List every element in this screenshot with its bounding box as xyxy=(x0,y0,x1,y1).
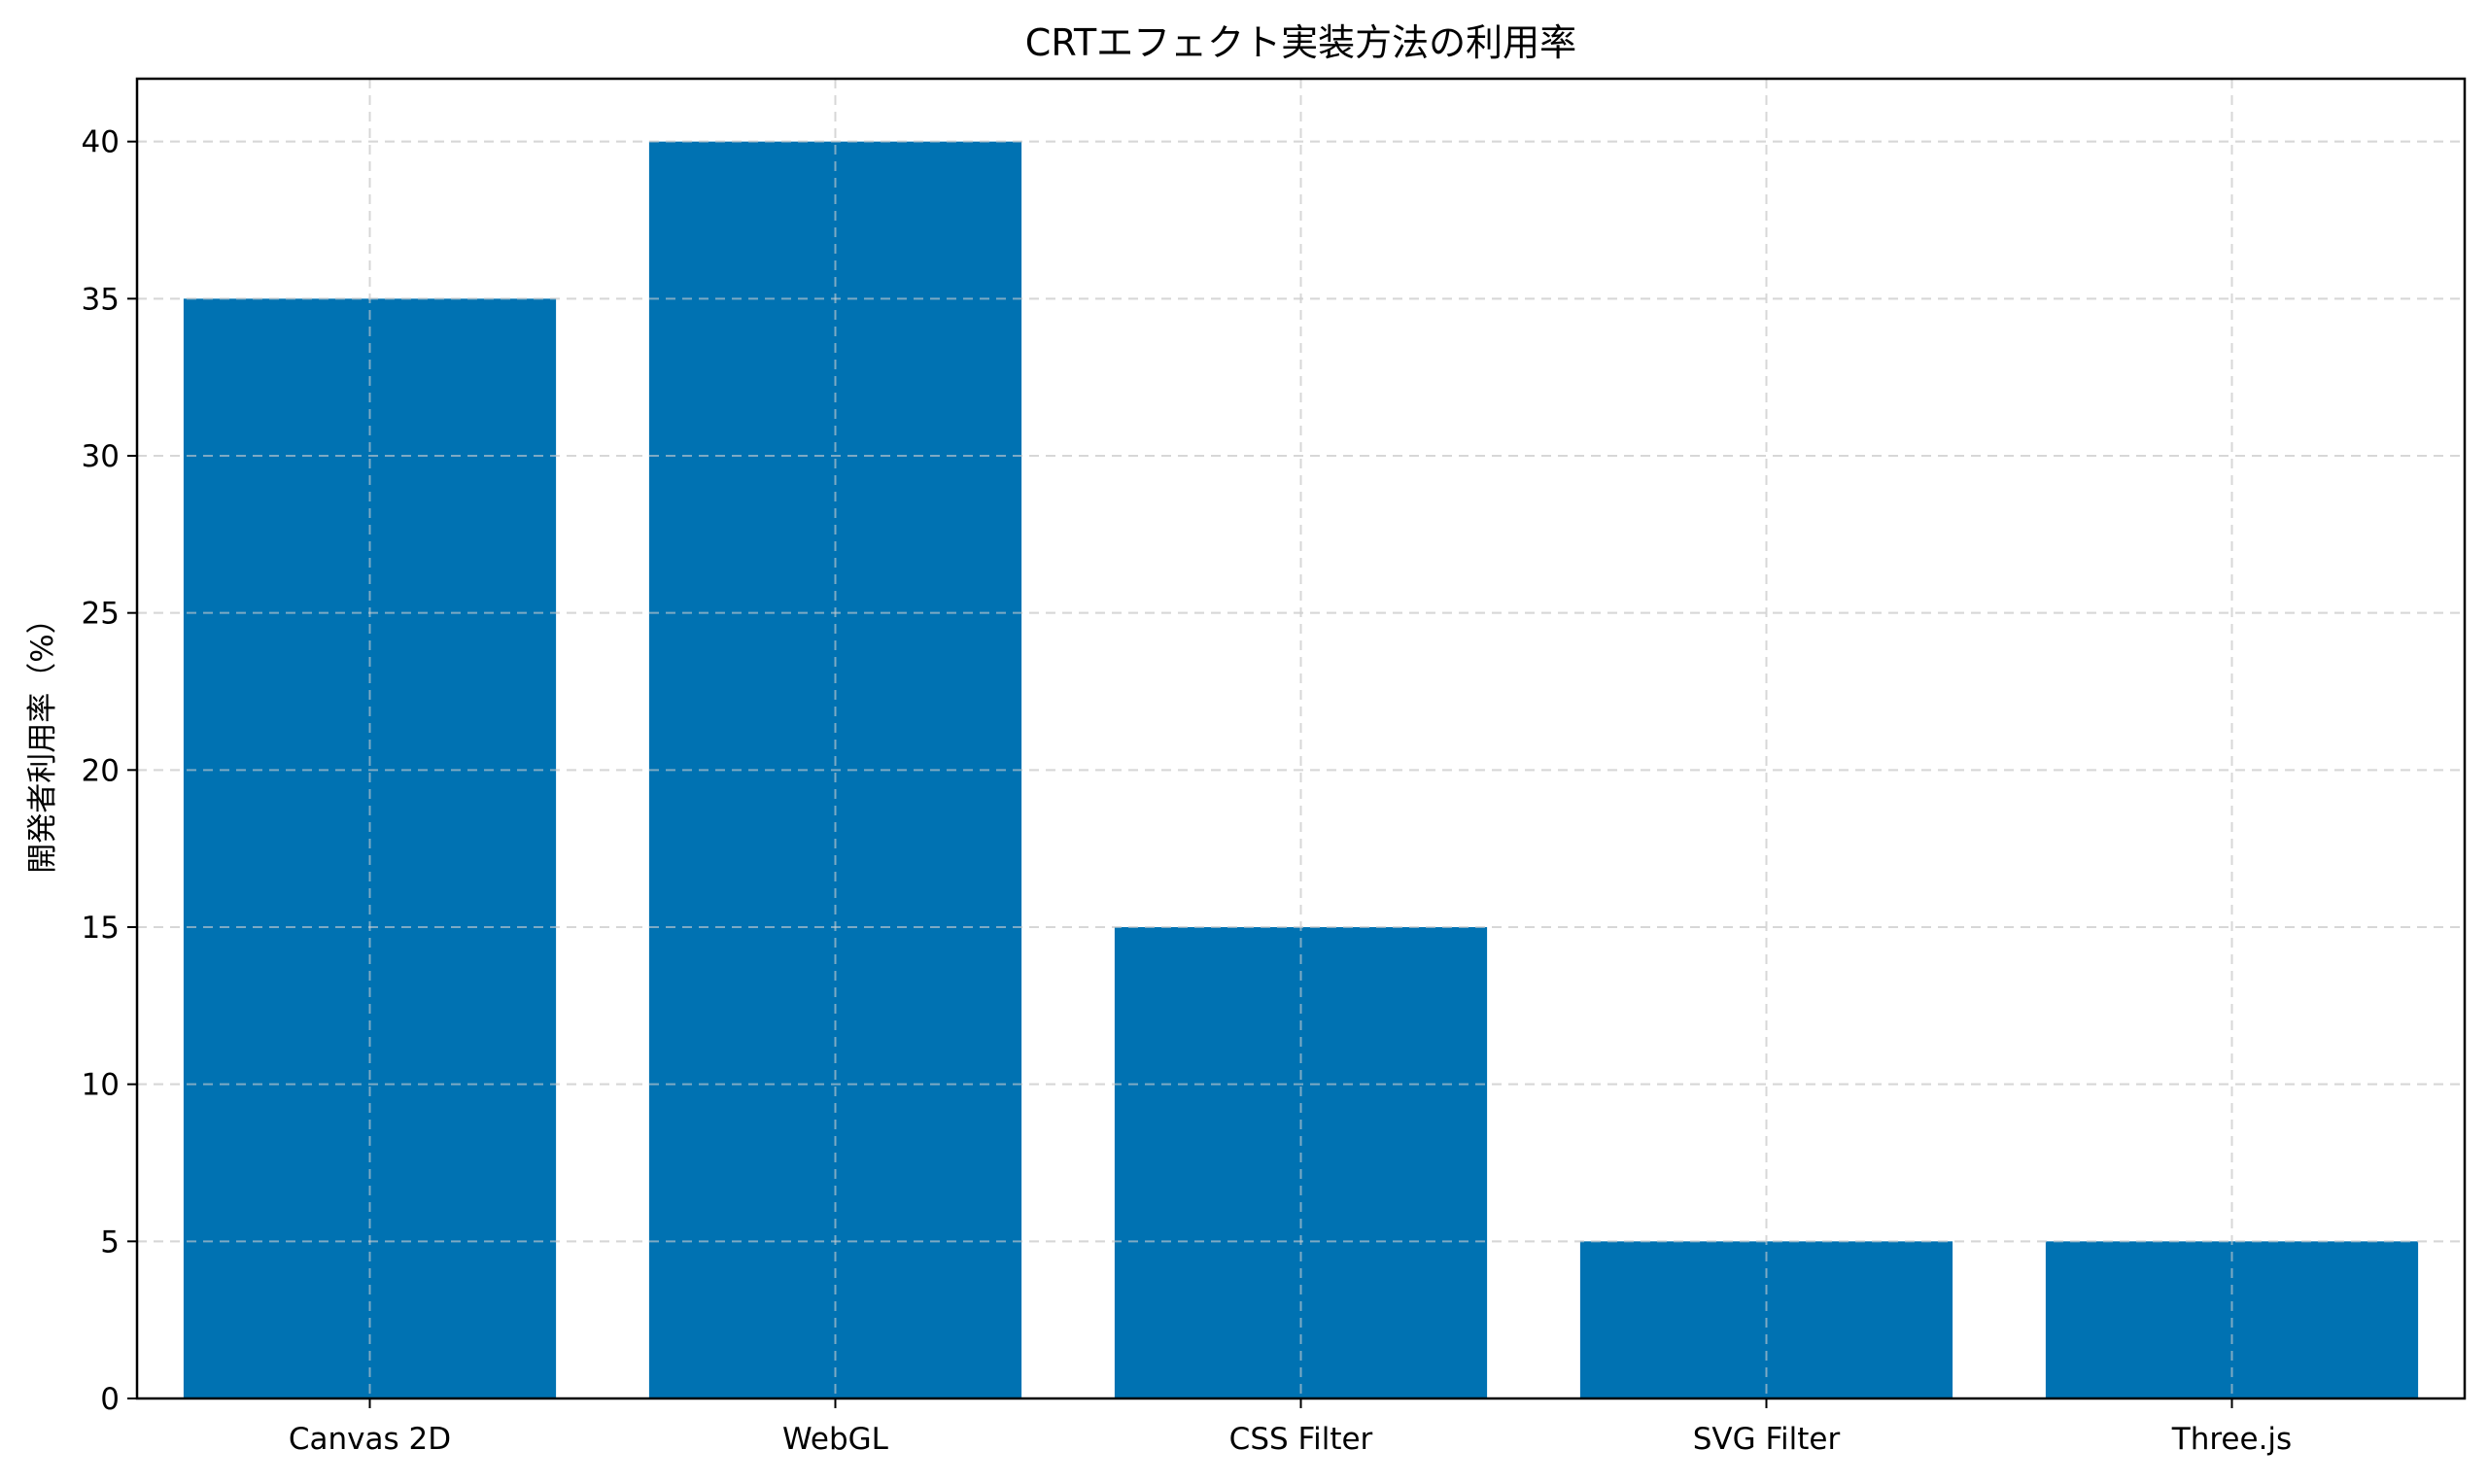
y-tick-label: 10 xyxy=(82,1068,120,1103)
y-tick-label: 5 xyxy=(100,1225,120,1260)
y-tick-label: 0 xyxy=(100,1382,120,1417)
plot-frame xyxy=(135,77,2467,1400)
x-tick-label: SVG Filter xyxy=(1693,1422,1841,1457)
chart-title: CRTエフェクト実装方法の利用率 xyxy=(1025,21,1576,64)
y-tick-label: 15 xyxy=(82,911,120,946)
bars xyxy=(137,79,2465,1399)
x-tick-label: WebGL xyxy=(782,1422,889,1457)
bar-css-filter xyxy=(1114,927,1488,1398)
x-axis-ticks: Canvas 2D WebGL CSS Filter SVG Filter Three.… xyxy=(289,1398,2292,1457)
y-tick-label: 40 xyxy=(82,125,120,160)
x-tick-label: Canvas 2D xyxy=(289,1422,451,1457)
x-tick-label: Three.js xyxy=(2171,1422,2292,1457)
y-axis-label: 開発者利用率（%） xyxy=(25,604,60,873)
x-tick-label: CSS Filter xyxy=(1229,1422,1373,1457)
y-tick-label: 35 xyxy=(82,282,120,317)
y-tick-label: 25 xyxy=(82,597,120,632)
y-axis-ticks: 0 5 10 15 20 25 30 35 40 xyxy=(82,125,137,1417)
y-tick-label: 30 xyxy=(82,439,120,474)
y-tick-label: 20 xyxy=(82,753,120,788)
